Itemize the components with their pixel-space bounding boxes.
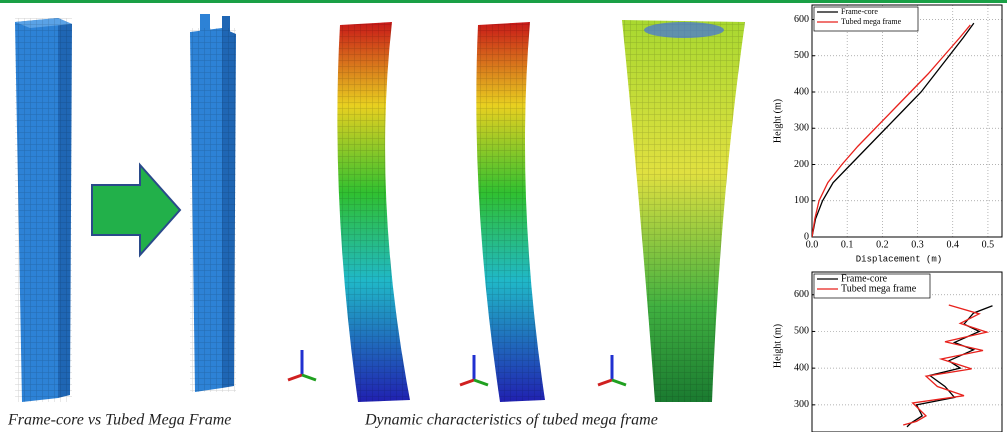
y-tick-label: 400 [794, 362, 809, 373]
x-tick-label: 0.1 [841, 239, 854, 250]
x-tick-label: 0.2 [876, 239, 889, 250]
y-tick-label: 300 [794, 399, 809, 410]
y-tick-label: 200 [794, 159, 809, 170]
x-tick-label: 0.4 [946, 239, 959, 250]
caption: Dynamic characteristics of tubed mega fr… [364, 412, 658, 429]
y-tick-label: 100 [794, 195, 809, 206]
plot-lines [903, 305, 992, 427]
figure: Frame-core vs Tubed Mega Frame Dynamic c… [0, 0, 1007, 432]
legend-label: Frame-core [841, 7, 878, 16]
x-axis-label: Displacement (m) [856, 254, 942, 264]
data-line [907, 306, 993, 427]
x-tick-label: 0.0 [806, 239, 819, 250]
top-bar [0, 0, 1007, 3]
data-line [903, 305, 987, 425]
y-axis-label: Height (m) [772, 324, 783, 368]
y-tick-label: 600 [794, 289, 809, 300]
y-tick-label: 500 [794, 50, 809, 61]
plot-frame [812, 5, 1002, 237]
plot-lines [812, 23, 974, 237]
legend-label: Tubed mega frame [841, 283, 917, 294]
caption: Frame-core vs Tubed Mega Frame [7, 412, 231, 429]
legend-label: Tubed mega frame [841, 17, 902, 26]
renders [15, 14, 745, 402]
data-line [812, 23, 974, 237]
y-tick-label: 600 [794, 14, 809, 25]
y-axis-label: Height (m) [772, 99, 783, 143]
x-tick-label: 0.5 [982, 239, 995, 250]
data-line [812, 25, 970, 237]
y-tick-label: 300 [794, 123, 809, 134]
y-tick-label: 500 [794, 326, 809, 337]
x-tick-label: 0.3 [911, 239, 924, 250]
y-tick-label: 400 [794, 86, 809, 97]
